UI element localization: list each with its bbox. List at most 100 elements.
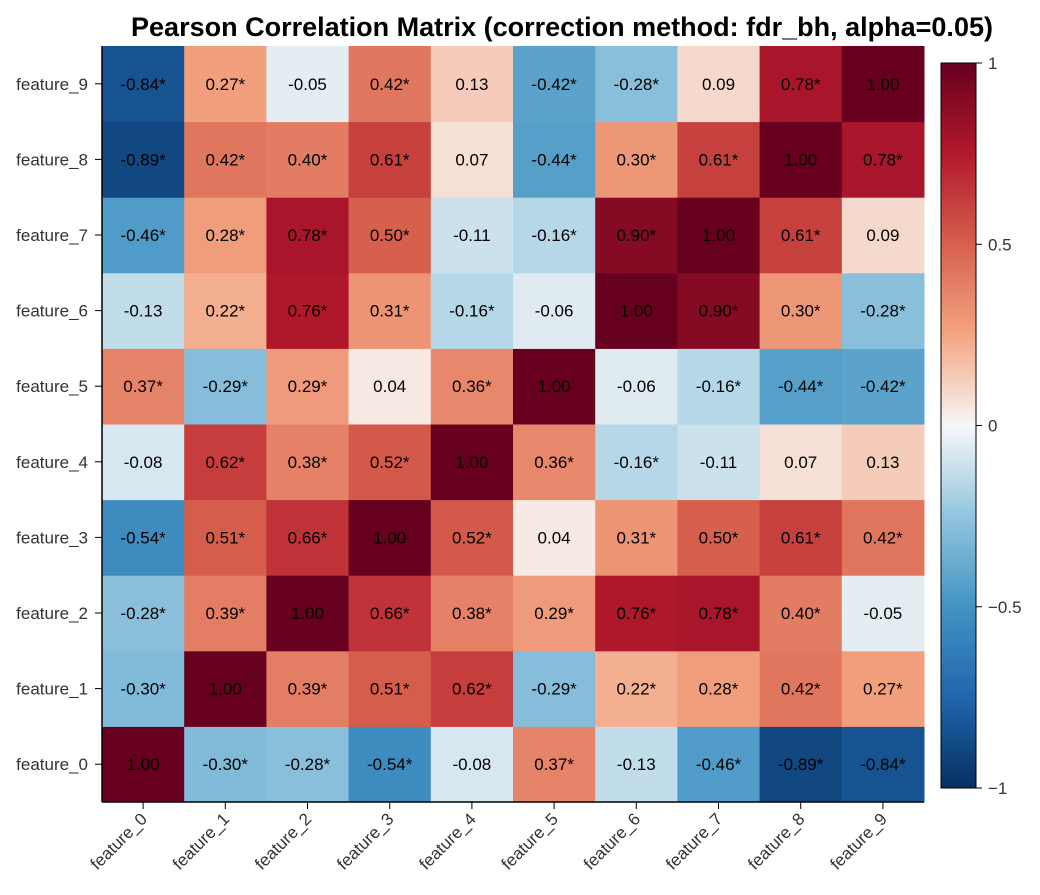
- cell-value-label: 0.42*: [863, 528, 903, 547]
- y-tick-label: feature_5: [16, 377, 88, 396]
- colorbar-tick-label: −1: [988, 779, 1007, 798]
- x-tick-label: feature_9: [826, 809, 890, 873]
- cell-value-label: -0.28*: [120, 604, 166, 623]
- cell-value-label: 0.37*: [123, 377, 163, 396]
- y-tick-label: feature_3: [16, 528, 88, 547]
- cell-value-label: -0.16*: [696, 377, 742, 396]
- heatmap-cell-feature_4-feature_8: [759, 424, 843, 501]
- cell-value-label: 0.31*: [616, 528, 656, 547]
- cell-value-label: 0.22*: [616, 680, 656, 699]
- cell-value-label: 0.29*: [288, 377, 328, 396]
- heatmap-cell-feature_4-feature_2: [266, 424, 350, 501]
- y-tick-label: feature_4: [16, 453, 88, 472]
- heatmap-cell-feature_2-feature_9: [841, 575, 925, 652]
- cell-value-label: 0.30*: [616, 150, 656, 169]
- y-tick-label: feature_9: [16, 75, 88, 94]
- heatmap-cell-feature_2-feature_7: [677, 575, 761, 652]
- cell-value-label: 1.00: [538, 377, 571, 396]
- cell-value-label: 0.30*: [781, 302, 821, 321]
- cell-value-label: 1.00: [866, 75, 899, 94]
- cell-value-label: -0.05: [864, 604, 903, 623]
- y-tick-label: feature_1: [16, 680, 88, 699]
- x-tick-label: feature_5: [498, 809, 562, 873]
- heatmap-cell-feature_1-feature_9: [841, 650, 925, 727]
- cell-value-label: -0.06: [617, 377, 656, 396]
- cell-value-label: -0.05: [288, 75, 327, 94]
- x-tick-label: feature_1: [169, 809, 233, 873]
- chart-title: Pearson Correlation Matrix (correction m…: [131, 12, 993, 42]
- cell-value-label: 0.52*: [370, 453, 410, 472]
- cell-value-label: 0.78*: [863, 150, 903, 169]
- cell-value-label: 0.78*: [699, 604, 739, 623]
- cell-value-label: 0.38*: [288, 453, 328, 472]
- heatmap-cell-feature_9-feature_5: [513, 46, 596, 123]
- heatmap-cell-feature_6-feature_4: [430, 272, 514, 349]
- cell-value-label: -0.08: [124, 453, 163, 472]
- cell-value-label: 0.04: [373, 377, 406, 396]
- cell-value-label: 0.78*: [781, 75, 821, 94]
- cell-value-label: -0.46*: [120, 226, 166, 245]
- heatmap-cell-feature_5-feature_3: [348, 348, 432, 425]
- cell-value-label: 1.00: [455, 453, 488, 472]
- heatmap-cells: [102, 46, 925, 803]
- heatmap-axes: [101, 46, 924, 803]
- cell-value-label: 0.27*: [863, 680, 903, 699]
- cell-value-label: 0.76*: [616, 604, 656, 623]
- cell-value-label: -0.29*: [203, 377, 249, 396]
- heatmap-cell-feature_5-feature_2: [266, 348, 350, 425]
- cell-value-label: 1.00: [373, 528, 406, 547]
- heatmap-cell-feature_0-feature_6: [595, 726, 678, 803]
- heatmap-cell-feature_2-feature_6: [595, 575, 678, 652]
- cell-value-label: 0.28*: [699, 680, 739, 699]
- cell-value-label: 0.31*: [370, 302, 410, 321]
- cell-value-label: 0.90*: [616, 226, 656, 245]
- cell-value-label: 0.62*: [205, 453, 245, 472]
- cell-value-label: 0.61*: [781, 528, 821, 547]
- heatmap-cell-feature_2-feature_2: [266, 575, 350, 652]
- heatmap-cell-feature_0-feature_5: [513, 726, 596, 803]
- heatmap-cell-feature_5-feature_8: [759, 348, 843, 425]
- colorbar-tick-label: −0.5: [988, 598, 1022, 617]
- cell-value-label: -0.42*: [531, 75, 577, 94]
- heatmap-cell-feature_6-feature_9: [841, 272, 925, 349]
- heatmap-cell-feature_3-feature_7: [677, 499, 761, 576]
- cell-value-label: -0.11: [700, 453, 738, 472]
- y-tick-label: feature_2: [16, 604, 88, 623]
- colorbar: 1 0.5 0 −0.5 −1: [940, 54, 1022, 798]
- heatmap-cell-feature_7-feature_8: [759, 197, 843, 274]
- heatmap-cell-feature_1-feature_6: [595, 650, 678, 727]
- cell-value-label: 1.00: [209, 680, 242, 699]
- cell-value-label: 0.51*: [205, 528, 245, 547]
- heatmap-cell-feature_1-feature_8: [759, 650, 843, 727]
- heatmap-cell-feature_1-feature_0: [102, 650, 185, 727]
- heatmap-cell-feature_6-feature_6: [595, 272, 678, 349]
- heatmap-cell-feature_4-feature_6: [595, 424, 678, 501]
- x-tick-label: feature_4: [415, 809, 479, 873]
- heatmap-cell-feature_4-feature_5: [513, 424, 596, 501]
- y-tick-label: feature_0: [16, 755, 88, 774]
- heatmap-cell-feature_3-feature_8: [759, 499, 843, 576]
- cell-value-label: 0.04: [538, 528, 571, 547]
- heatmap-cell-feature_3-feature_3: [348, 499, 432, 576]
- heatmap-cell-feature_8-feature_4: [430, 121, 514, 198]
- heatmap-cell-feature_9-feature_9: [841, 46, 925, 123]
- y-tick-label: feature_8: [16, 150, 88, 169]
- heatmap-cell-feature_2-feature_0: [102, 575, 185, 652]
- cell-value-label: -0.28*: [285, 755, 331, 774]
- cell-value-label: -0.42*: [860, 377, 906, 396]
- heatmap-cell-feature_4-feature_0: [102, 424, 185, 501]
- heatmap-cell-feature_7-feature_5: [513, 197, 596, 274]
- cell-value-label: -0.13: [617, 755, 656, 774]
- heatmap-cell-feature_8-feature_0: [102, 121, 185, 198]
- cell-value-label: 0.38*: [452, 604, 492, 623]
- cell-value-label: 0.29*: [534, 604, 574, 623]
- cell-value-label: 0.61*: [781, 226, 821, 245]
- cell-value-label: -0.08: [453, 755, 492, 774]
- cell-value-label: 0.13: [866, 453, 899, 472]
- heatmap-cell-feature_9-feature_2: [266, 46, 350, 123]
- cell-value-label: 0.52*: [452, 528, 492, 547]
- heatmap-cell-feature_0-feature_4: [430, 726, 514, 803]
- heatmap-cell-feature_3-feature_4: [430, 499, 514, 576]
- heatmap-cell-feature_8-feature_1: [184, 121, 267, 198]
- heatmap-cell-feature_5-feature_5: [513, 348, 596, 425]
